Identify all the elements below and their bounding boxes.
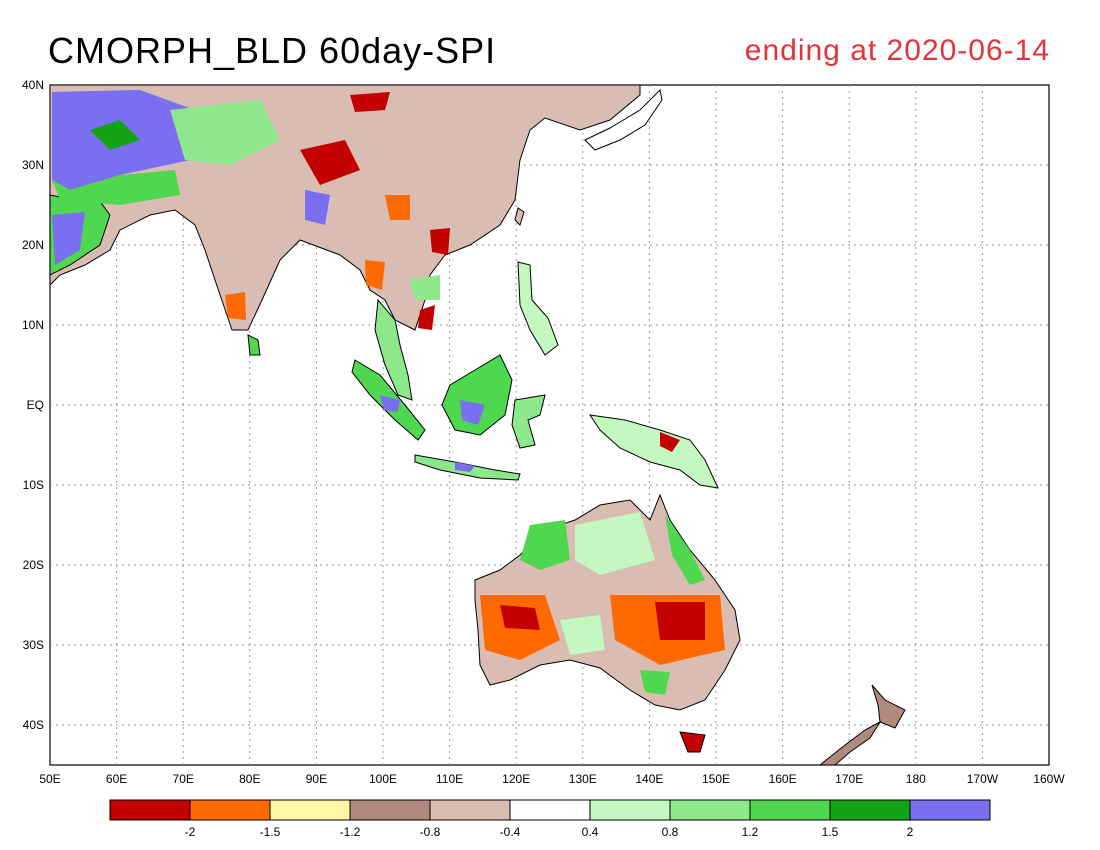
legend-swatch (109, 799, 191, 821)
wet-anomaly-patch (52, 170, 180, 205)
x-tick-label: 100E (369, 772, 397, 786)
y-tick-label: 10N (22, 318, 44, 332)
wet-anomaly-patch (560, 615, 605, 655)
new-guinea-island (588, 414, 719, 489)
legend-tick-label: 2 (907, 825, 914, 839)
spi-anomaly-patches (52, 90, 725, 695)
legend-swatch (589, 799, 671, 821)
legend-tick-label: 1.5 (822, 825, 839, 839)
y-tick-label: 30N (22, 158, 44, 172)
wet-anomaly-patch (305, 190, 330, 225)
new-zealand-north-island (871, 684, 906, 729)
y-tick-label: 20S (23, 558, 44, 572)
x-tick-label: 110E (436, 772, 463, 786)
new-zealand-south-island (818, 720, 882, 766)
legend-swatch (429, 799, 511, 821)
x-axis-ticks: 50E 60E 70E 80E 90E 100E 110E 120E 130E 140E 150E 1… (39, 772, 1065, 786)
wet-anomaly-patch (170, 100, 280, 165)
x-tick-label: 50E (39, 772, 60, 786)
x-tick-label: 80E (239, 772, 260, 786)
y-tick-label: 40N (22, 78, 44, 92)
japan-islands (584, 88, 663, 151)
legend-swatch (909, 799, 991, 821)
legend-swatch (829, 799, 911, 821)
x-tick-label: 160W (1033, 772, 1065, 786)
legend-swatch (509, 799, 591, 821)
legend-tick-label: -2 (185, 825, 196, 839)
dry-anomaly-patch (660, 432, 680, 452)
wet-anomaly-patch (575, 512, 655, 575)
x-tick-label: 170E (835, 772, 863, 786)
legend-swatch (269, 799, 351, 821)
wet-anomaly-patch (410, 275, 440, 300)
dry-anomaly-patch (500, 605, 540, 630)
legend-tick-label: -0.8 (420, 825, 441, 839)
wet-anomaly-patch (90, 120, 140, 150)
x-tick-label: 120E (502, 772, 530, 786)
legend-tick-label: -1.5 (260, 825, 281, 839)
wet-anomaly-patch (460, 400, 485, 425)
dry-anomaly-patch (365, 260, 385, 290)
philippines-islands (517, 261, 559, 356)
sulawesi-island (511, 394, 546, 449)
dry-anomaly-patch (418, 305, 435, 330)
malay-peninsula (374, 298, 413, 401)
legend-swatch (669, 799, 751, 821)
dry-anomaly-patch (350, 92, 390, 112)
dry-anomaly-patch (655, 602, 705, 640)
dry-anomaly-patch (300, 140, 360, 185)
y-tick-label: 10S (23, 478, 44, 492)
legend-tick-label: -0.4 (500, 825, 521, 839)
x-tick-label: 150E (702, 772, 730, 786)
dry-anomaly-patch (385, 195, 410, 220)
legend-tick-label: 0.8 (662, 825, 679, 839)
x-tick-label: 60E (106, 772, 127, 786)
x-tick-label: 170W (967, 772, 999, 786)
y-tick-label: EQ (27, 398, 44, 412)
legend-swatch (189, 799, 271, 821)
dry-anomaly-patch (430, 228, 450, 255)
x-tick-label: 130E (569, 772, 597, 786)
x-tick-label: 70E (173, 772, 194, 786)
x-tick-label: 180 (906, 772, 926, 786)
wet-anomaly-patch (520, 520, 570, 570)
tasmania-island (679, 731, 706, 753)
sri-lanka-island (247, 334, 261, 356)
dry-anomaly-patch (225, 292, 246, 320)
wet-anomaly-patch (455, 462, 475, 472)
y-tick-label: 30S (23, 638, 44, 652)
legend-tick-label: 0.4 (582, 825, 599, 839)
color-legend: -2 -1.5 -1.2 -0.8 -0.4 0.4 0.8 1.2 1.5 2 (109, 799, 991, 839)
wet-anomaly-patch (665, 515, 705, 585)
map-title: CMORPH_BLD 60day-SPI (48, 30, 497, 71)
x-tick-label: 90E (306, 772, 327, 786)
x-tick-label: 160E (769, 772, 797, 786)
legend-tick-label: 1.2 (742, 825, 759, 839)
wet-anomaly-patch (52, 212, 85, 265)
borneo-island (441, 354, 513, 436)
wet-anomaly-patch (640, 670, 670, 695)
y-tick-label: 20N (22, 238, 44, 252)
legend-swatch (349, 799, 431, 821)
y-tick-label: 40S (23, 718, 44, 732)
wet-anomaly-patch (380, 395, 400, 412)
legend-swatch (749, 799, 831, 821)
taiwan-island (514, 207, 525, 226)
map-date-subtitle: ending at 2020-06-14 (744, 34, 1050, 67)
legend-tick-label: -1.2 (340, 825, 361, 839)
y-axis-ticks: 40N 30N 20N 10N EQ 10S 20S 30S 40S (22, 78, 44, 732)
x-tick-label: 140E (635, 772, 663, 786)
